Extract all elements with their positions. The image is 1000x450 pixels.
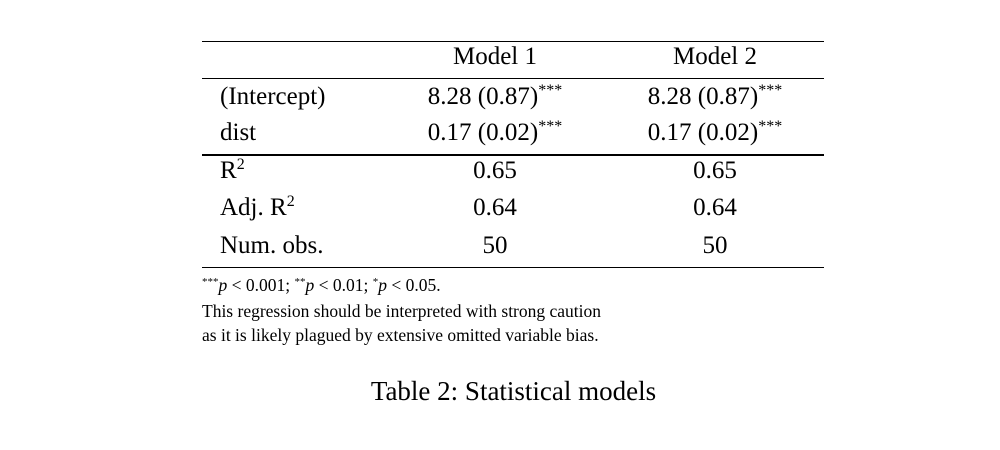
- mid-rule: [202, 78, 824, 79]
- cell-value: 8.28 (0.87)***: [648, 82, 782, 112]
- cell-value: 50: [483, 231, 508, 261]
- cell-value: 0.65: [473, 156, 517, 186]
- cell-text: R: [220, 157, 237, 184]
- cell-text: 0.65: [693, 157, 737, 184]
- stars: **: [294, 276, 306, 288]
- cell-text: (Intercept): [220, 83, 326, 110]
- cell-text: Adj. R: [220, 194, 287, 221]
- group-rule: [202, 154, 824, 156]
- cell-value: 0.64: [693, 193, 737, 223]
- cell-text: 0.64: [693, 194, 737, 221]
- cell-text: Num. obs.: [220, 232, 324, 259]
- cell-text: 8.28 (0.87): [647, 83, 759, 110]
- cell-text: 0.65: [473, 157, 517, 184]
- significance-note: ***p < 0.001; **p < 0.01; *p < 0.05.: [202, 274, 441, 296]
- stars: *: [372, 276, 379, 288]
- top-rule: [202, 41, 824, 42]
- cell-value: 0.65: [693, 156, 737, 186]
- threshold: < 0.05.: [391, 275, 441, 295]
- cell-value: 0.64: [473, 193, 517, 223]
- superscript: ***: [758, 118, 783, 135]
- row-label: (Intercept): [220, 82, 325, 112]
- bottom-rule: [202, 267, 824, 268]
- note-line: This regression should be interpreted wi…: [202, 301, 602, 321]
- p-symbol: p: [378, 275, 387, 295]
- cell-text: dist: [220, 119, 257, 146]
- superscript: 2: [286, 193, 295, 210]
- cell-value: 50: [703, 231, 728, 261]
- caption: Table 2: Statistical models: [370, 376, 657, 406]
- cell-text: 0.64: [473, 194, 517, 221]
- cell-value: 0.17 (0.02)***: [428, 118, 562, 148]
- superscript: ***: [538, 118, 563, 135]
- cell-text: 0.17 (0.02): [647, 119, 759, 146]
- threshold: < 0.001;: [231, 275, 291, 295]
- cell-text: 0.17 (0.02): [427, 119, 539, 146]
- column-header: Model 2: [672, 43, 758, 70]
- column-header: Model 1: [452, 43, 538, 70]
- note-line: as it is likely plagued by extensive omi…: [202, 325, 599, 345]
- p-symbol: p: [218, 275, 228, 295]
- row-label: Adj. R2: [220, 193, 295, 223]
- cell-text: 8.28 (0.87): [427, 83, 539, 110]
- cell-value: 0.17 (0.02)***: [648, 118, 782, 148]
- p-symbol: p: [305, 275, 315, 295]
- row-label: R2: [220, 156, 245, 186]
- stars: ***: [202, 276, 219, 288]
- cell-text: 50: [482, 232, 508, 259]
- superscript: ***: [758, 82, 783, 99]
- superscript: 2: [236, 156, 245, 173]
- superscript: ***: [538, 82, 563, 99]
- cell-text: 50: [702, 232, 728, 259]
- cell-value: 8.28 (0.87)***: [428, 82, 562, 112]
- threshold: < 0.01;: [318, 275, 369, 295]
- row-label: dist: [220, 118, 256, 148]
- row-label: Num. obs.: [220, 231, 323, 261]
